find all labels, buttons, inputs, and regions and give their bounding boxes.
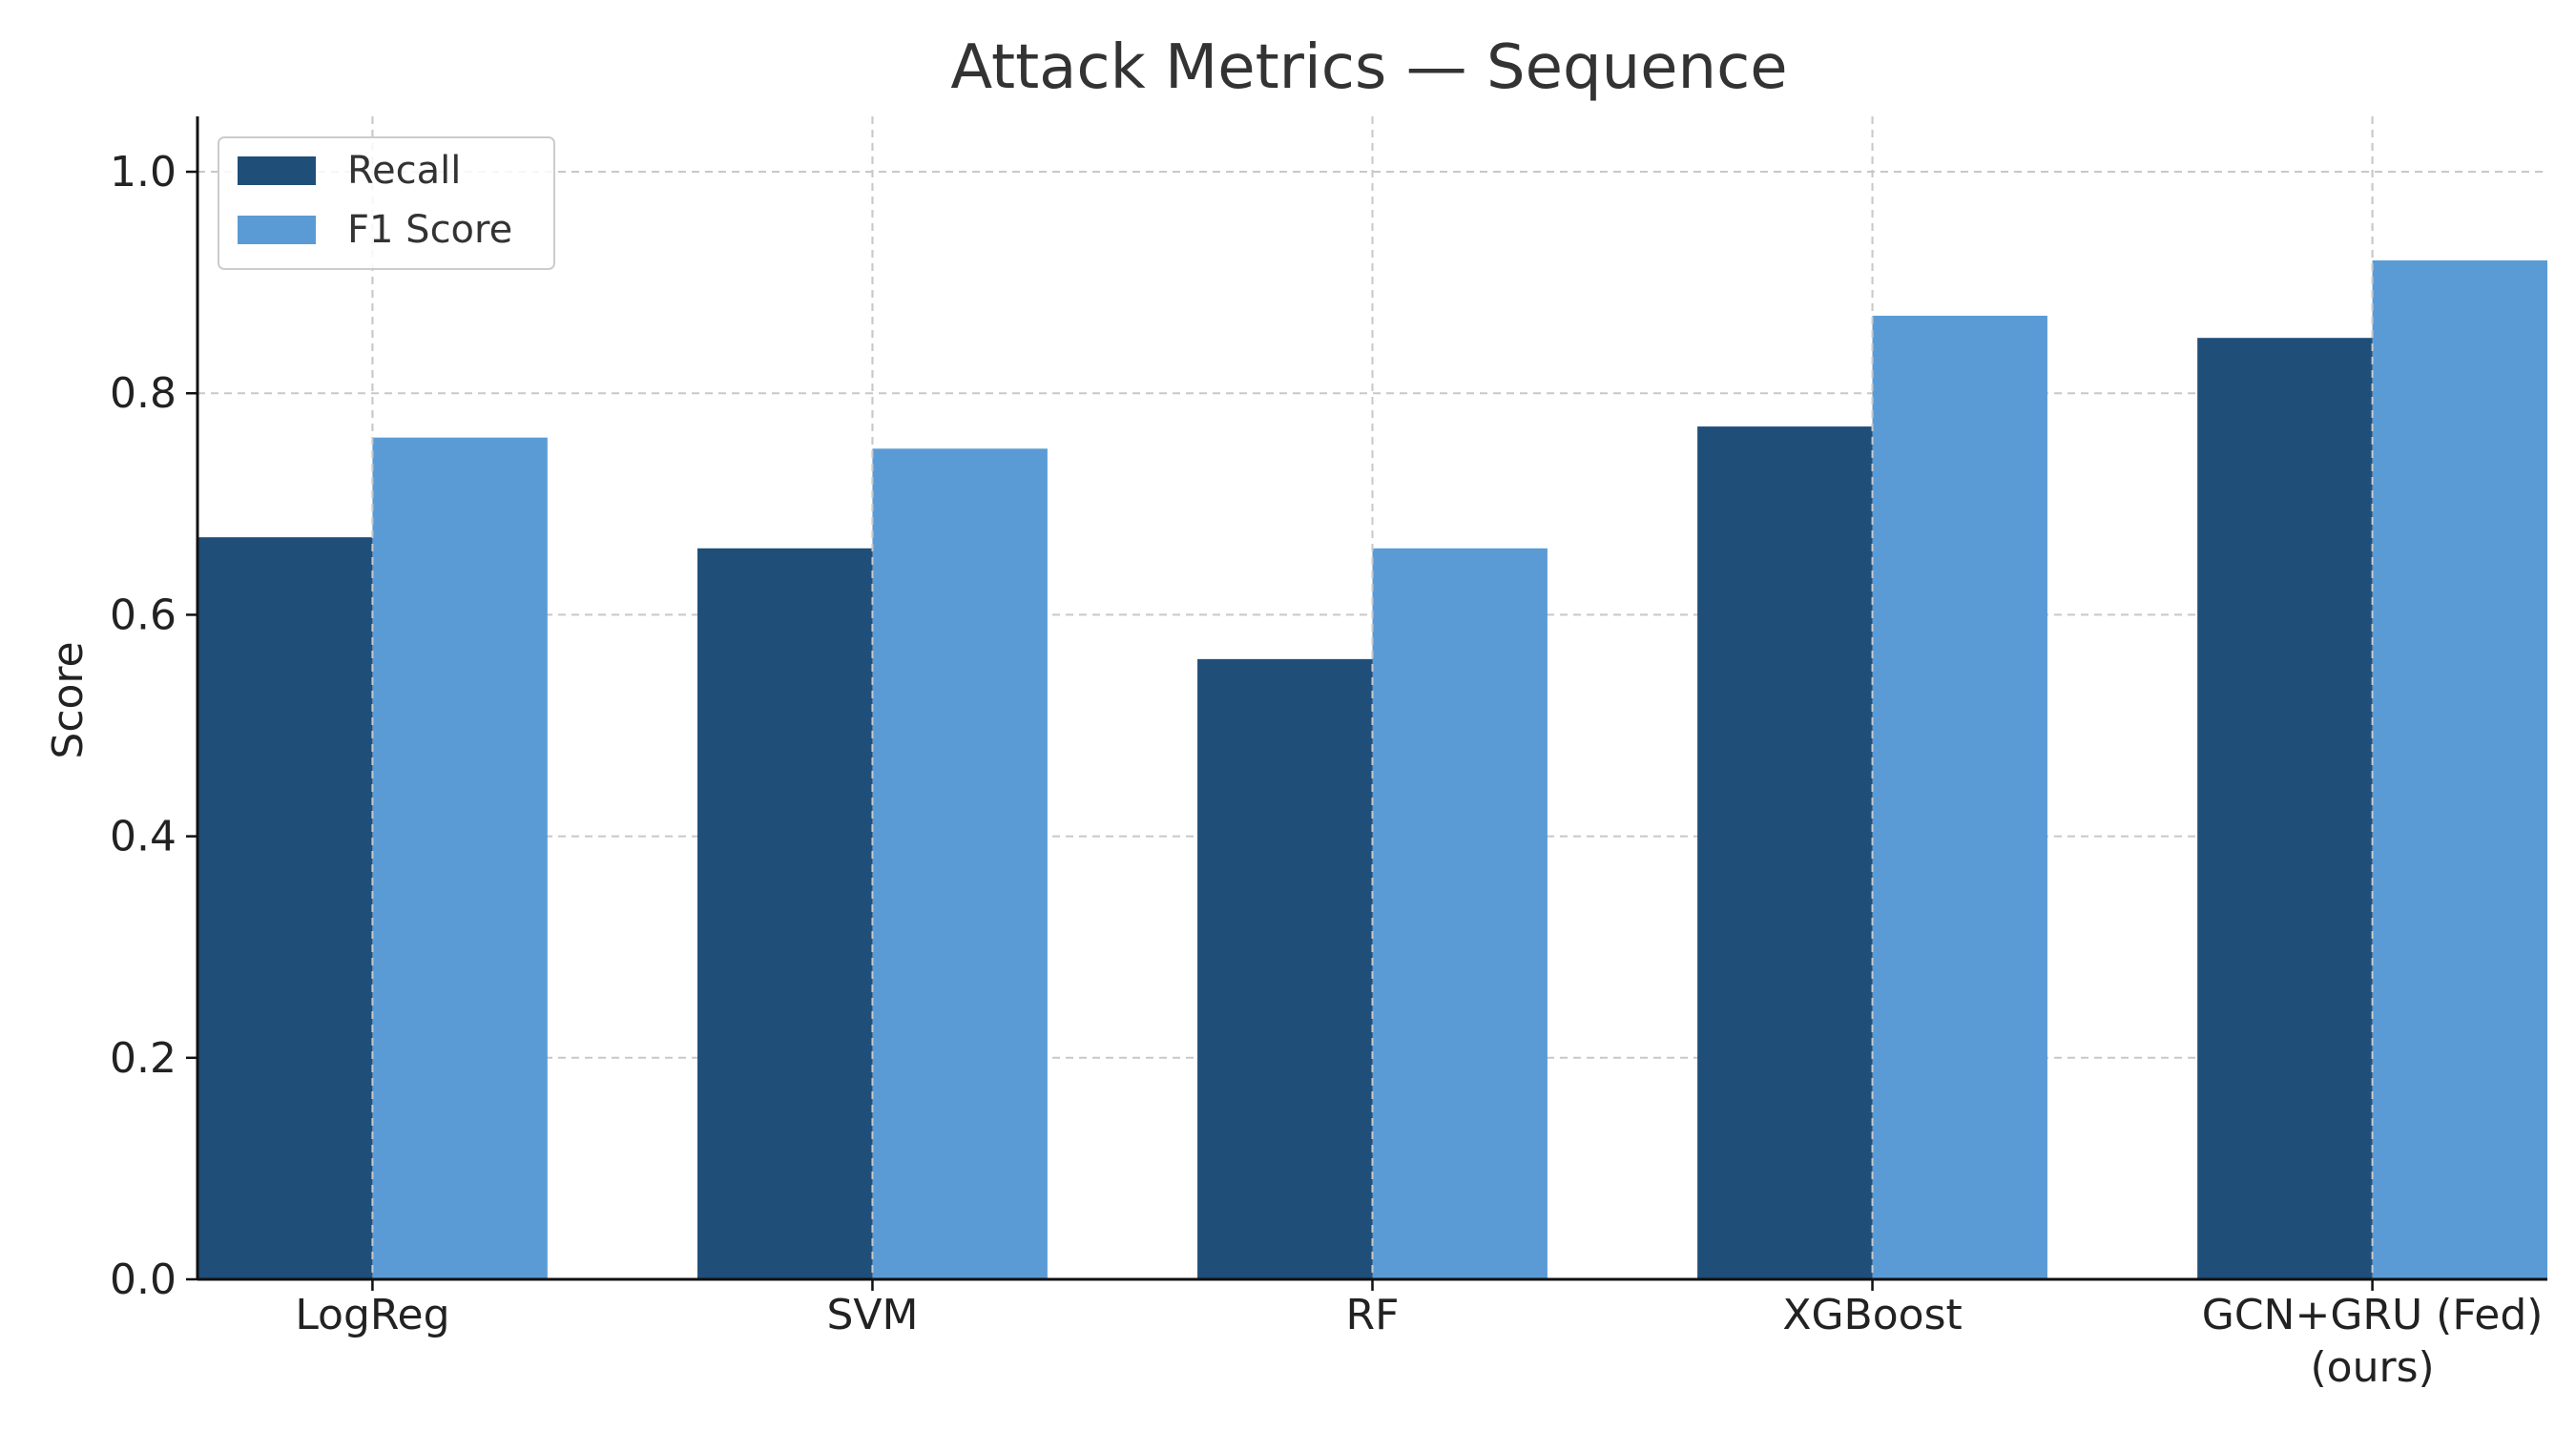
x-axis-ticks: LogReg SVM RF XGBoost GCN+GRU (Fed) (ours) xyxy=(295,1279,2543,1392)
bar-recall xyxy=(1697,426,1873,1280)
x-tick-label: RF xyxy=(1346,1291,1400,1339)
y-tick-label: 0.8 xyxy=(110,369,177,418)
legend-label: F1 Score xyxy=(347,208,512,252)
y-tick-label: 0.0 xyxy=(110,1255,177,1304)
bar-f1-score xyxy=(2372,259,2547,1279)
chart-title: Attack Metrics — Sequence xyxy=(950,32,1787,103)
bar-recall xyxy=(197,537,373,1279)
y-axis-ticks: 0.0 0.2 0.4 0.6 0.8 1.0 xyxy=(110,148,197,1304)
x-tick-label: LogReg xyxy=(295,1291,449,1339)
bar-f1-score xyxy=(372,437,548,1280)
y-axis-label: Score xyxy=(44,641,93,758)
x-tick-label: GCN+GRU (Fed) (ours) xyxy=(2202,1291,2544,1392)
bars xyxy=(197,116,2547,1280)
legend-label: Recall xyxy=(347,149,461,193)
bar-recall xyxy=(1197,658,1373,1279)
legend: Recall F1 Score xyxy=(218,136,555,270)
bar-recall xyxy=(2197,338,2373,1279)
legend-swatch xyxy=(238,156,316,185)
y-tick-label: 0.6 xyxy=(110,591,177,639)
y-tick-label: 0.4 xyxy=(110,813,177,861)
bar-recall xyxy=(697,548,873,1279)
legend-swatch xyxy=(238,216,316,244)
x-tick-label: XGBoost xyxy=(1782,1291,1962,1339)
bar-f1-score xyxy=(1372,548,1548,1279)
y-tick-label: 0.2 xyxy=(110,1034,177,1083)
bar-f1-score xyxy=(1872,315,2047,1279)
x-tick-label: SVM xyxy=(826,1291,918,1339)
y-tick-label: 1.0 xyxy=(110,148,177,197)
bar-f1-score xyxy=(872,448,1048,1279)
